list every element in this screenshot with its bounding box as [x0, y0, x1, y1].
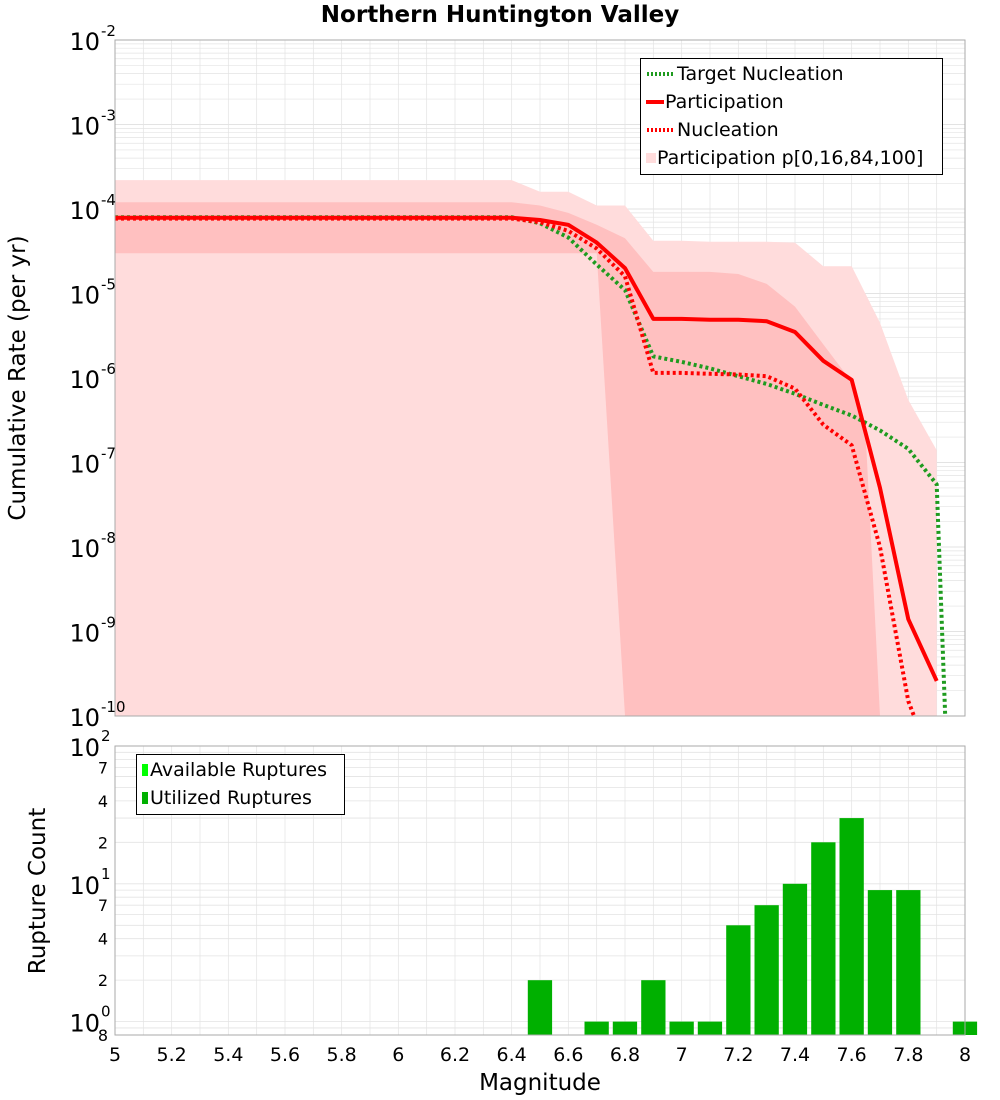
band-p16-p84: [115, 202, 880, 717]
x-tick-label: 7.6: [837, 1044, 867, 1066]
bar-utilized-6.8: [612, 1021, 638, 1035]
x-tick-label: 7.2: [723, 1044, 753, 1066]
y-minor-tick-label: 2: [98, 833, 108, 852]
bar-utilized-7.6: [839, 818, 864, 1035]
x-tick-label: 6.4: [497, 1044, 527, 1066]
legend-label: Nucleation: [677, 119, 779, 141]
legend-item-utilized-ruptures: Utilized Ruptures: [140, 785, 312, 811]
bar-utilized-7.5: [811, 842, 836, 1035]
y-tick-exponent: -9: [101, 614, 116, 632]
bar-utilized-7.3: [754, 905, 779, 1035]
x-axis-label: Magnitude: [479, 1070, 601, 1096]
bottom-y-axis-label: Rupture Count: [25, 807, 51, 975]
y-tick-exponent: -7: [101, 445, 116, 463]
chart-title: Northern Huntington Valley: [320, 2, 680, 28]
y-tick-label: 10: [69, 872, 100, 900]
x-tick-label: 6: [392, 1044, 404, 1066]
bar-utilized-7.8: [896, 890, 921, 1035]
y-tick-exponent: -10: [101, 698, 126, 716]
top-plot-frame: [114, 39, 966, 717]
series-line-target-nucleation: [115, 215, 948, 717]
percentile-bands: [115, 180, 937, 717]
rate-curves: [115, 215, 948, 717]
bar-utilized-7.1: [697, 1021, 723, 1035]
y-minor-tick-label: 4: [98, 792, 108, 811]
legend-label: Utilized Ruptures: [150, 787, 312, 809]
x-tick-label: 5.2: [157, 1044, 187, 1066]
y-tick-label: 10: [69, 366, 100, 394]
y-minor-tick-label: 2: [98, 971, 108, 990]
y-tick-exponent: -3: [101, 107, 116, 125]
y-tick-exponent: -6: [101, 360, 116, 378]
y-tick-label: 10: [69, 282, 100, 310]
plot-frames: [114, 39, 966, 1036]
legend-label: Target Nucleation: [677, 63, 844, 85]
y-tick-label: 10: [69, 1010, 100, 1038]
bar-utilized-7.7: [867, 890, 893, 1035]
band-swatch: [646, 153, 656, 163]
y-tick-exponent: -8: [101, 529, 116, 547]
legend-label: Participation: [665, 91, 784, 113]
bar-utilized-6.5: [527, 980, 553, 1035]
x-tick-label: 7: [676, 1044, 688, 1066]
y-tick-label: 10: [69, 704, 100, 732]
y-tick-label: 10: [69, 535, 100, 563]
series-line-participation: [115, 215, 939, 682]
dotted-green-line-swatch: [647, 72, 675, 76]
utilized-swatch: [142, 792, 148, 804]
series-line-nucleation: [115, 216, 916, 717]
y-tick-label: 10: [69, 734, 100, 762]
legend-label: Available Ruptures: [150, 759, 327, 781]
rupture-legend: Available Ruptures Utilized Ruptures: [136, 754, 345, 815]
solid-red-line-swatch: [646, 100, 664, 104]
bar-utilized-7.2: [726, 925, 751, 1035]
bar-utilized-7.0: [669, 1021, 694, 1035]
x-tick-label: 5.6: [270, 1044, 300, 1066]
x-tick-label: 6.6: [553, 1044, 583, 1066]
y-tick-label: 10: [69, 620, 100, 648]
x-tick-label: 5.8: [327, 1044, 357, 1066]
bar-utilized-7.4: [782, 883, 808, 1035]
y-tick-label: 10: [69, 113, 100, 141]
legend-item-available-ruptures: Available Ruptures: [140, 757, 327, 783]
y-minor-tick-label: 4: [98, 930, 108, 949]
y-minor-tick-label: 7: [98, 758, 108, 777]
rate-legend: Target Nucleation Participation Nucleati…: [640, 58, 943, 175]
legend-item-target-nucleation: Target Nucleation: [645, 61, 844, 87]
bottom-plot-frame: [114, 745, 966, 1036]
x-tick-label: 6.2: [440, 1044, 470, 1066]
x-tick-label: 5.4: [213, 1044, 243, 1066]
x-tick-label: 5: [109, 1044, 121, 1066]
legend-label: Participation p[0,16,84,100]: [657, 147, 924, 169]
y-tick-label: 10: [69, 197, 100, 225]
top-y-axis-label: Cumulative Rate (per yr): [5, 235, 31, 521]
y-minor-tick-label: 7: [98, 896, 108, 915]
y-tick-exponent: 0: [101, 1003, 111, 1021]
y-tick-label: 10: [69, 451, 100, 479]
legend-item-nucleation: Nucleation: [645, 117, 779, 143]
legend-item-participation-band: Participation p[0,16,84,100]: [645, 145, 923, 171]
available-swatch: [142, 764, 148, 776]
bar-utilized-6.7: [584, 1021, 609, 1035]
x-tick-label: 6.8: [610, 1044, 640, 1066]
y-tick-exponent: -5: [101, 276, 116, 294]
y-tick-exponent: -2: [101, 22, 116, 40]
x-tick-label: 7.4: [780, 1044, 810, 1066]
y-tick-exponent: 1: [101, 865, 111, 883]
x-tick-label: 7.8: [893, 1044, 923, 1066]
y-tick-exponent: -4: [101, 191, 116, 209]
legend-item-participation: Participation: [645, 89, 784, 115]
rupture-bars: [527, 818, 978, 1035]
dotted-red-line-swatch: [647, 128, 675, 132]
y-tick-exponent: 2: [101, 727, 111, 745]
y-tick-label: 10: [69, 28, 100, 56]
y-minor-tick-label: 8: [98, 1026, 108, 1045]
bar-utilized-6.9: [641, 980, 666, 1035]
x-tick-label: 8: [959, 1044, 971, 1066]
